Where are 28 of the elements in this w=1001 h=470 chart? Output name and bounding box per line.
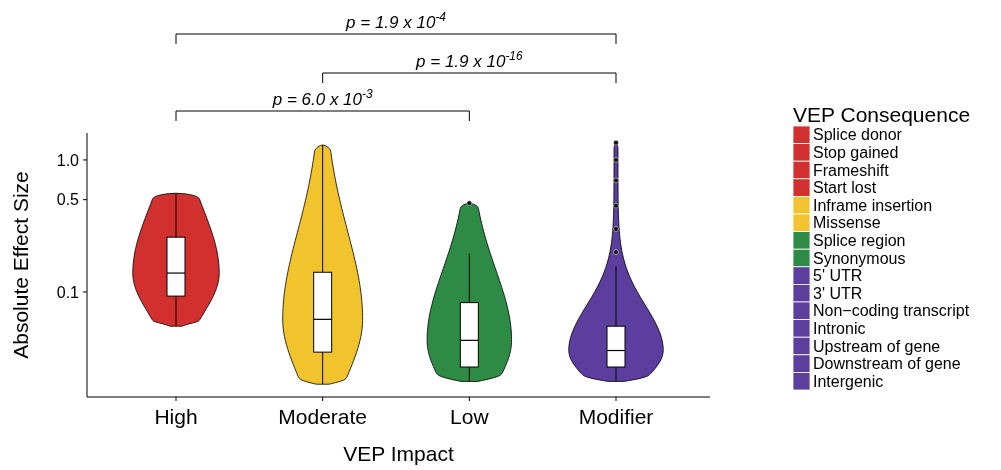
legend-label: Splice donor: [813, 126, 903, 144]
legend-label: Upstream of gene: [813, 337, 941, 355]
legend-label: Stop gained: [813, 144, 899, 161]
legend-label: Splice region: [813, 232, 906, 249]
legend-label: Downstream of gene: [813, 355, 961, 373]
legend-label: Frameshift: [813, 161, 890, 179]
y-tick-label: 1.0: [56, 151, 80, 169]
legend-label: Non−coding transcript: [813, 302, 970, 320]
legend-label: 3' UTR: [813, 284, 863, 302]
legend-title: VEP Consequence: [793, 103, 971, 126]
text: p = 6.0 x 10$^{-3}$: [271, 87, 373, 109]
x-tick-label: Modifier: [578, 405, 654, 428]
legend-label: Start lost: [813, 179, 877, 197]
y-tick-label: 0.5: [56, 191, 80, 209]
text: p = 1.9 x 10$^{-4}$: [345, 10, 447, 32]
legend-label: 5' UTR: [813, 267, 863, 285]
text: p = 1.9 x 10$^{-16}$: [415, 49, 523, 71]
legend-label: Intergenic: [813, 372, 884, 390]
y-tick-label: 0.1: [56, 283, 80, 301]
y-axis-title: Absolute Effect Size: [9, 171, 32, 359]
legend-label: Intronic: [813, 320, 866, 337]
legend-label: Inframe insertion: [813, 196, 933, 214]
x-axis-title: VEP Impact: [343, 442, 454, 465]
legend-label: Synonymous: [813, 249, 906, 267]
x-tick-label: High: [154, 405, 198, 428]
legend-label: Missense: [813, 214, 881, 232]
x-tick-label: Moderate: [278, 405, 368, 428]
x-tick-label: Low: [450, 405, 490, 428]
